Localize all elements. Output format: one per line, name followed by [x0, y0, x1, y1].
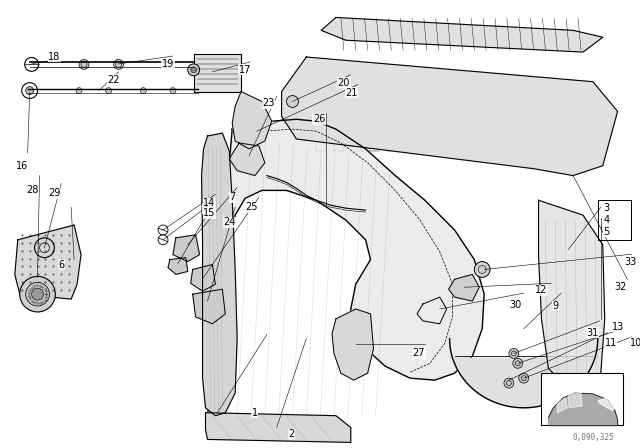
Text: 17: 17 — [239, 65, 252, 75]
Text: 27: 27 — [413, 349, 425, 358]
Bar — [512, 96, 522, 151]
Bar — [530, 96, 540, 151]
Text: 9: 9 — [552, 301, 558, 311]
Polygon shape — [193, 289, 225, 324]
Polygon shape — [232, 91, 272, 149]
Circle shape — [509, 349, 519, 358]
Text: 24: 24 — [223, 217, 236, 227]
Polygon shape — [449, 339, 598, 408]
Bar — [541, 373, 623, 425]
Text: 0,090,325: 0,090,325 — [572, 433, 614, 442]
Text: 19: 19 — [162, 59, 174, 69]
Text: 4: 4 — [604, 215, 610, 225]
Text: 30: 30 — [509, 300, 522, 310]
Bar — [441, 96, 451, 151]
Polygon shape — [598, 398, 614, 411]
Polygon shape — [548, 393, 618, 426]
Polygon shape — [207, 119, 484, 418]
Text: 26: 26 — [313, 114, 325, 124]
Bar — [547, 96, 557, 151]
Circle shape — [31, 288, 44, 300]
Circle shape — [191, 67, 196, 73]
Polygon shape — [191, 264, 216, 291]
Text: 12: 12 — [535, 285, 548, 295]
Text: 5: 5 — [604, 227, 610, 237]
Circle shape — [35, 238, 54, 258]
Text: 10: 10 — [630, 338, 640, 348]
Circle shape — [114, 60, 124, 69]
Bar — [598, 200, 632, 240]
Circle shape — [170, 88, 176, 94]
Polygon shape — [538, 200, 605, 388]
Bar — [458, 96, 468, 151]
Text: 29: 29 — [48, 188, 61, 198]
Circle shape — [26, 282, 49, 306]
Text: 21: 21 — [346, 87, 358, 98]
Polygon shape — [449, 274, 479, 301]
Polygon shape — [332, 309, 374, 380]
Circle shape — [188, 64, 200, 76]
Text: 2: 2 — [289, 430, 294, 439]
Bar — [423, 96, 433, 151]
Circle shape — [504, 378, 514, 388]
Text: 7: 7 — [229, 192, 236, 202]
Bar — [194, 54, 241, 91]
Polygon shape — [202, 133, 237, 416]
Polygon shape — [173, 235, 200, 262]
Circle shape — [513, 358, 523, 368]
Polygon shape — [282, 57, 618, 176]
Text: 18: 18 — [48, 52, 60, 62]
Polygon shape — [15, 225, 81, 299]
Polygon shape — [557, 398, 567, 413]
Text: 31: 31 — [587, 327, 599, 338]
Bar — [316, 96, 326, 151]
Polygon shape — [568, 392, 582, 408]
Bar — [476, 96, 486, 151]
Text: 13: 13 — [612, 322, 625, 332]
Bar — [352, 96, 362, 151]
Text: 3: 3 — [604, 203, 610, 213]
Circle shape — [20, 276, 55, 312]
Bar — [334, 96, 344, 151]
Text: 33: 33 — [624, 257, 637, 267]
Bar — [387, 96, 397, 151]
Text: 6: 6 — [58, 259, 65, 270]
Text: 16: 16 — [15, 161, 28, 171]
Bar — [494, 96, 504, 151]
Text: 11: 11 — [605, 338, 617, 348]
Circle shape — [106, 88, 111, 94]
Circle shape — [26, 86, 33, 95]
Circle shape — [140, 88, 147, 94]
Polygon shape — [321, 17, 603, 52]
Text: 25: 25 — [246, 202, 258, 212]
Bar — [405, 96, 415, 151]
Circle shape — [76, 88, 82, 94]
Circle shape — [519, 373, 529, 383]
Bar — [369, 96, 380, 151]
Circle shape — [287, 95, 298, 108]
Text: 15: 15 — [204, 208, 216, 218]
Text: 1: 1 — [252, 408, 258, 418]
Circle shape — [474, 262, 490, 277]
Text: 32: 32 — [614, 282, 627, 292]
Text: 20: 20 — [338, 78, 350, 88]
Polygon shape — [229, 143, 265, 176]
Text: 28: 28 — [26, 185, 39, 195]
Text: 23: 23 — [262, 99, 275, 108]
Text: 8: 8 — [202, 203, 209, 213]
Polygon shape — [205, 413, 351, 442]
Circle shape — [79, 60, 89, 69]
Text: 22: 22 — [108, 75, 120, 85]
Text: 14: 14 — [204, 198, 216, 208]
Polygon shape — [168, 258, 188, 274]
